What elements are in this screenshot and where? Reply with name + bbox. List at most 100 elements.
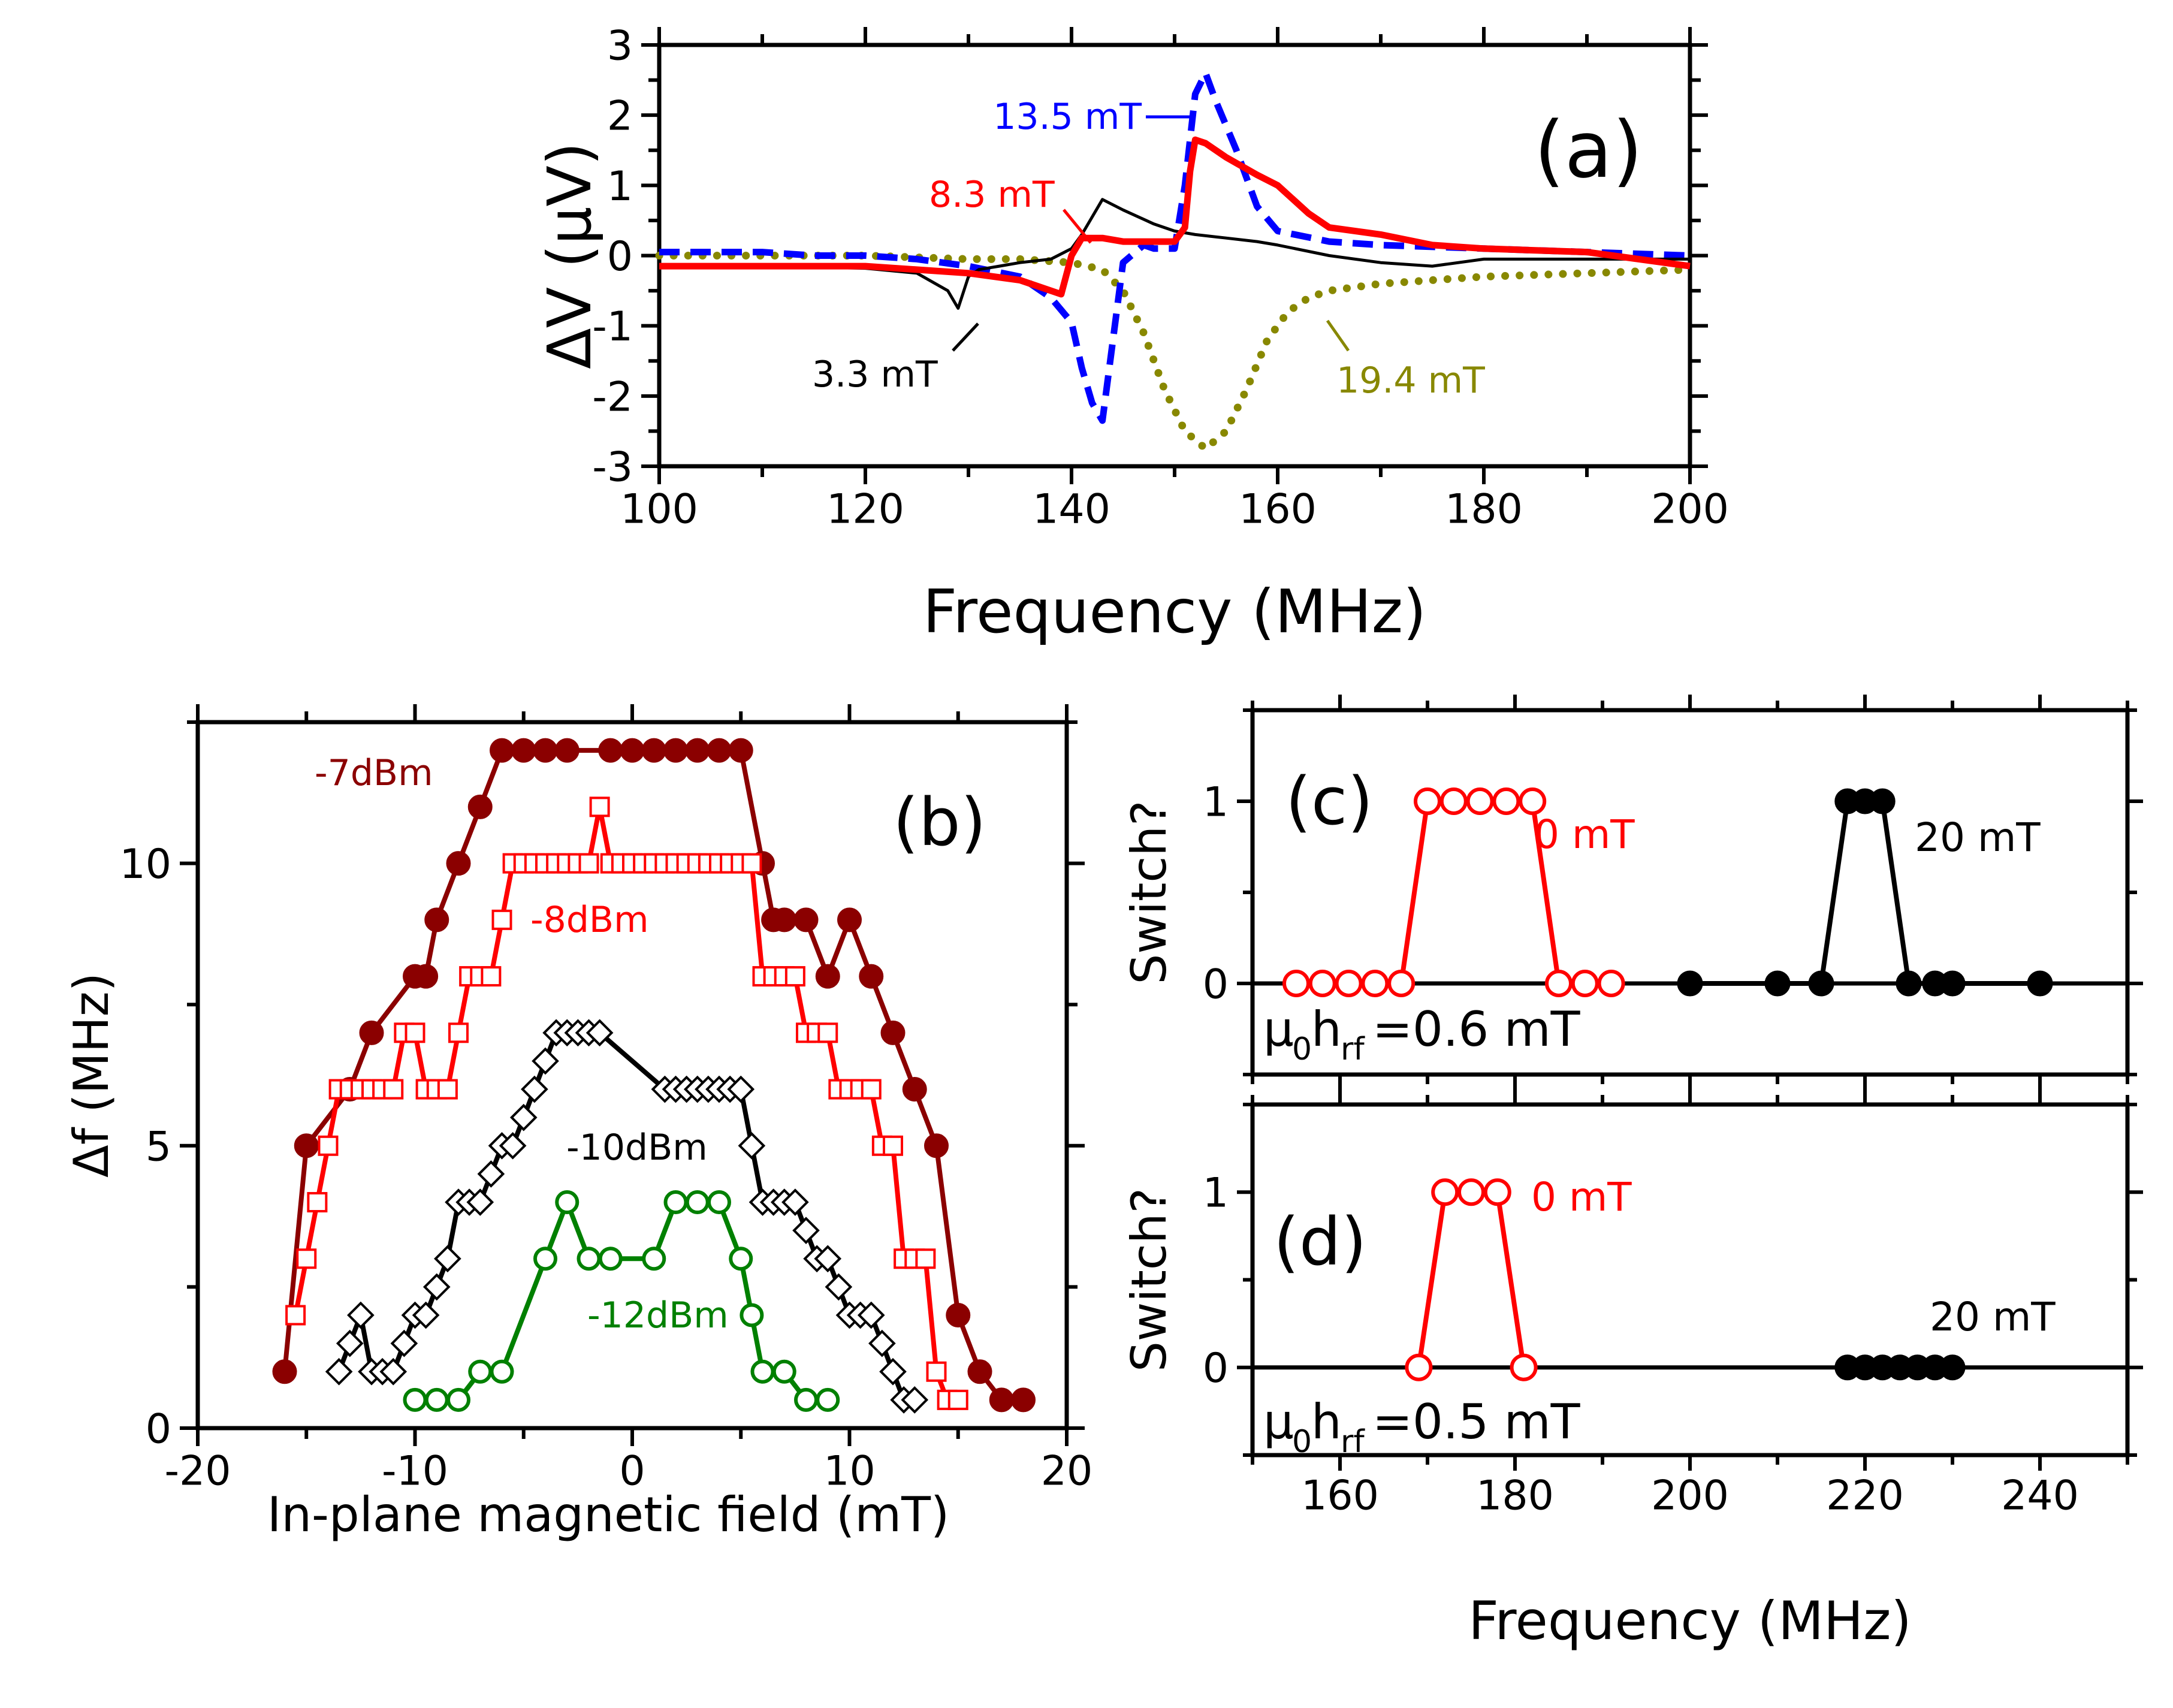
condition-h: h	[1311, 1001, 1342, 1057]
data-point	[741, 853, 762, 874]
data-point	[738, 1131, 766, 1160]
x-tick-label: 220	[1826, 1472, 1904, 1520]
data-point	[598, 738, 623, 763]
data-point	[815, 964, 840, 989]
x-tick-label: 160	[1301, 1472, 1379, 1520]
data-point	[296, 1248, 317, 1269]
x-tick-label: 10	[823, 1448, 876, 1495]
y-tick-label: -3	[592, 443, 633, 491]
panel-label: (d)	[1273, 1203, 1367, 1280]
data-point	[857, 1301, 885, 1329]
series--12dBm	[403, 1190, 840, 1412]
data-point	[792, 1217, 820, 1244]
annotation-8dBm: -8dBm	[530, 899, 649, 941]
data-point	[1387, 970, 1416, 997]
data-point	[1896, 970, 1922, 997]
data-point	[490, 1359, 514, 1384]
data-point	[533, 738, 558, 763]
y-axis-label: ΔV (μV)	[535, 142, 605, 369]
data-point	[784, 966, 805, 987]
data-point	[1597, 970, 1625, 997]
data-point	[272, 1359, 297, 1384]
data-point	[532, 1047, 559, 1075]
annotation-20mT: 20 mT	[1930, 1294, 2056, 1340]
data-point	[772, 907, 797, 933]
annotation-10dBm: -10dBm	[566, 1127, 708, 1169]
data-point	[926, 1361, 947, 1382]
annotation-7dBm: -7dBm	[315, 752, 433, 794]
data-point	[727, 1075, 755, 1103]
data-point	[414, 964, 439, 989]
data-point	[967, 1359, 992, 1384]
data-point	[422, 1273, 451, 1301]
data-point	[403, 1387, 427, 1412]
condition-sub0: 0	[1292, 1424, 1312, 1460]
data-point	[816, 1387, 840, 1412]
y-tick-label: 1	[1203, 1170, 1229, 1217]
data-point	[336, 1329, 364, 1357]
data-point	[1335, 970, 1363, 997]
data-point	[1677, 970, 1703, 997]
data-point	[467, 794, 493, 819]
y-tick-label: -2	[592, 373, 633, 421]
data-point	[1519, 787, 1547, 815]
data-point	[307, 1192, 328, 1213]
x-tick-label: 160	[1239, 486, 1317, 533]
x-tick-label: 0	[619, 1448, 645, 1495]
data-point	[814, 1245, 842, 1273]
data-point	[685, 738, 710, 763]
data-point	[412, 1301, 440, 1329]
data-point	[915, 1248, 936, 1269]
annotation-3-3mT: 3.3 mT	[812, 354, 938, 396]
y-tick-label: 0	[146, 1405, 171, 1453]
data-point	[642, 1247, 666, 1271]
x-tick-label: 180	[1445, 486, 1523, 533]
series-0-mT	[1282, 787, 1625, 997]
data-point	[989, 1387, 1014, 1413]
y-tick-label: 2	[607, 93, 633, 140]
data-point	[750, 1359, 775, 1384]
data-point	[781, 1188, 809, 1216]
series-line-13-5-mT	[659, 70, 1691, 424]
y-axis-label: Switch?	[1121, 801, 1177, 985]
data-point	[294, 1133, 319, 1158]
data-point	[1361, 970, 1389, 997]
data-point	[620, 738, 645, 763]
data-point	[347, 1301, 375, 1329]
data-point	[772, 1359, 796, 1384]
data-point	[598, 1247, 623, 1271]
data-point	[1808, 970, 1834, 997]
annotation-0mT: 0 mT	[1534, 811, 1635, 858]
x-tick-label: -10	[382, 1448, 448, 1495]
data-point	[477, 1160, 505, 1188]
data-point	[424, 907, 449, 933]
condition-subrf: rf	[1341, 1031, 1365, 1067]
data-point	[1510, 1353, 1538, 1381]
annotation-13-5mT: 13.5 mT	[993, 96, 1142, 138]
condition-subrf: rf	[1341, 1424, 1365, 1460]
x-tick-label: -20	[164, 1448, 231, 1495]
data-point	[555, 1190, 580, 1215]
data-point	[1764, 970, 1791, 997]
data-point	[1439, 787, 1468, 815]
data-point	[481, 966, 502, 987]
data-point	[946, 1303, 971, 1328]
data-point	[902, 1077, 927, 1102]
data-point	[509, 1103, 538, 1131]
y-tick-label: 5	[146, 1123, 171, 1170]
data-point	[499, 1131, 527, 1160]
data-point	[641, 738, 666, 763]
data-point	[578, 853, 599, 874]
x-tick-label: 200	[1651, 486, 1729, 533]
data-point	[577, 1247, 601, 1271]
series-20-mT	[1677, 788, 2053, 997]
panel-a: 100 120 140 160 180 200 -3 -2 -1 0 1 2 3 13.5 mT 8.3 m…	[535, 22, 1729, 647]
series--8dBm	[285, 796, 968, 1410]
panel-label: (a)	[1534, 104, 1643, 195]
data-point	[861, 1079, 882, 1100]
x-tick-label: 20	[1041, 1448, 1093, 1495]
data-point	[837, 907, 862, 933]
